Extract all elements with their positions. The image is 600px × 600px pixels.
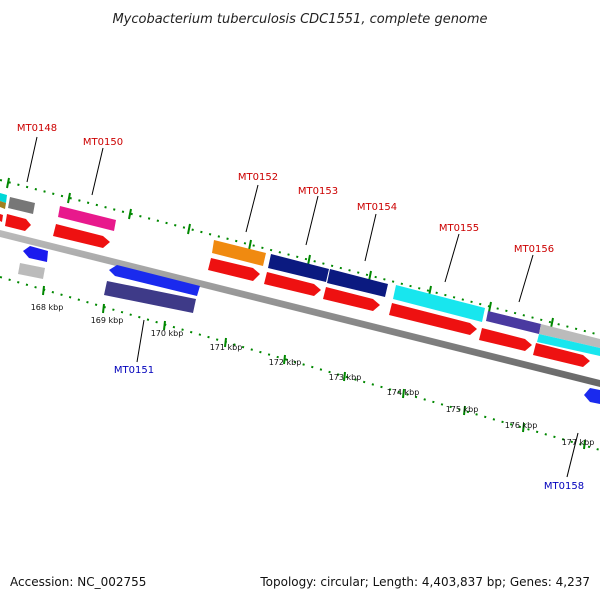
gene-block[interactable]	[537, 334, 600, 356]
kbp-tick-label: 177 kbp	[562, 438, 595, 447]
gene-arrow[interactable]	[323, 287, 380, 311]
gene-block[interactable]	[8, 197, 35, 214]
kbp-tick-label: 172 kbp	[269, 358, 302, 367]
gene-label-mt0150[interactable]: MT0150	[83, 137, 123, 148]
outer-major-ticks	[6, 177, 554, 329]
gene-arrow[interactable]	[53, 224, 110, 248]
kbp-tick-label: 168 kbp	[31, 303, 64, 312]
gene-label-mt0148[interactable]: MT0148	[17, 123, 57, 134]
gene-block[interactable]	[58, 206, 116, 231]
gene-arrow[interactable]	[533, 343, 590, 367]
genome-summary-text: Topology: circular; Length: 4,403,837 bp…	[259, 575, 590, 589]
gene-block[interactable]	[486, 311, 541, 334]
gene-arrow[interactable]	[584, 388, 600, 404]
gene-block[interactable]	[0, 193, 7, 203]
gene-arrow[interactable]	[264, 272, 321, 296]
gene-label-mt0156[interactable]: MT0156	[514, 244, 554, 255]
gene-block[interactable]	[104, 281, 196, 313]
gene-label-mt0151[interactable]: MT0151	[114, 365, 154, 376]
inner-major-ticks	[42, 285, 586, 450]
gene-label-mt0153[interactable]: MT0153	[298, 186, 338, 197]
kbp-tick-label: 169 kbp	[91, 316, 124, 325]
gene-arrow[interactable]	[5, 214, 31, 231]
gene-label-mt0158[interactable]: MT0158	[544, 481, 584, 492]
map-title: Mycobacterium tuberculosis CDC1551, comp…	[112, 12, 487, 27]
gene-arrow[interactable]	[0, 214, 3, 222]
kbp-tick-label: 170 kbp	[151, 329, 184, 338]
gene-arrow[interactable]	[109, 265, 200, 296]
gene-block[interactable]	[393, 285, 485, 322]
kbp-tick-label: 174 kbp	[387, 388, 420, 397]
kbp-tick-label: 176 kbp	[505, 421, 538, 430]
gene-block[interactable]	[539, 324, 600, 348]
genome-axis	[0, 230, 600, 387]
gene-block[interactable]	[327, 269, 388, 297]
accession-text: Accession: NC_002755	[10, 575, 146, 589]
kbp-tick-label: 173 kbp	[329, 373, 362, 382]
kbp-tick-label: 175 kbp	[446, 405, 479, 414]
gene-block[interactable]	[212, 240, 266, 266]
gene-label-mt0152[interactable]: MT0152	[238, 172, 278, 183]
gene-block[interactable]	[0, 201, 6, 209]
kbp-tick-label: 171 kbp	[210, 343, 243, 352]
label-leaders	[26, 136, 579, 478]
gene-arrow[interactable]	[208, 258, 260, 281]
gene-arrow[interactable]	[479, 328, 532, 351]
gene-arrow[interactable]	[23, 246, 48, 262]
gene-block[interactable]	[18, 263, 45, 279]
gene-label-mt0154[interactable]: MT0154	[357, 202, 397, 213]
gene-label-mt0155[interactable]: MT0155	[439, 223, 479, 234]
gene-arrow[interactable]	[389, 303, 477, 335]
gene-block[interactable]	[268, 254, 329, 282]
